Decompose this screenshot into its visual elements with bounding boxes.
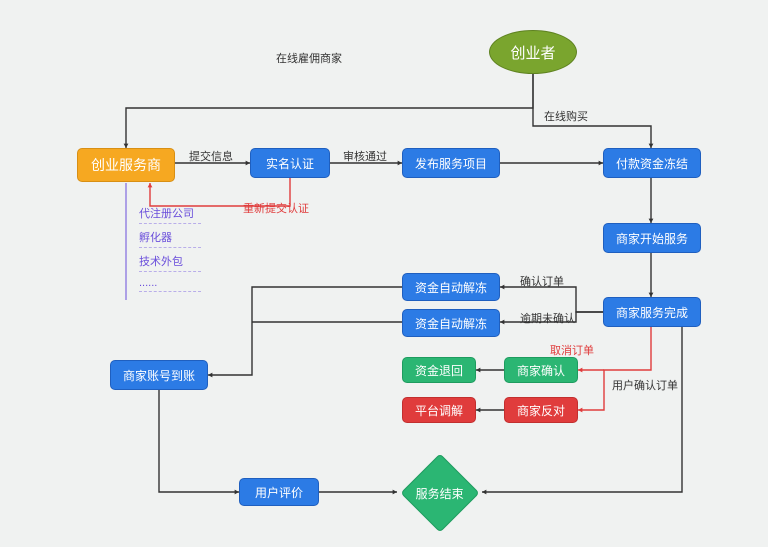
provider-list-item: 孵化器 bbox=[139, 229, 201, 248]
node-merchantCredit: 商家账号到账 bbox=[110, 360, 208, 390]
node-label: 服务结束 bbox=[416, 484, 464, 501]
edge-label-userConfirm: 用户确认订单 bbox=[612, 377, 678, 393]
provider-list-item: 代注册公司 bbox=[139, 205, 201, 224]
node-userReview: 用户评价 bbox=[239, 478, 319, 506]
node-autoUnfreeze2: 资金自动解冻 bbox=[402, 309, 500, 337]
node-merchantOppose: 商家反对 bbox=[504, 397, 578, 423]
node-mediate: 平台调解 bbox=[402, 397, 476, 423]
node-provider: 创业服务商 bbox=[77, 148, 175, 182]
edge-label-cancelOrder: 取消订单 bbox=[550, 342, 594, 358]
node-autoUnfreeze1: 资金自动解冻 bbox=[402, 273, 500, 301]
flowchart-stage: 创业者创业服务商 实名认证 发布服务项目 付款资金冻结商家开始服务商家服务完成 资金自动… bbox=[0, 0, 768, 547]
node-merchantConfirm: 商家确认 bbox=[504, 357, 578, 383]
node-publish: 发布服务项目 bbox=[402, 148, 500, 178]
node-freeze: 付款资金冻结 bbox=[603, 148, 701, 178]
edge-label-onlineBuy: 在线购买 bbox=[544, 108, 588, 124]
node-serviceEnd: 服务结束 bbox=[412, 465, 468, 521]
edge-label-auditPass: 审核通过 bbox=[343, 148, 387, 164]
provider-list-item: 技术外包 bbox=[139, 253, 201, 272]
node-realname: 实名认证 bbox=[250, 148, 330, 178]
node-entrepreneur: 创业者 bbox=[489, 30, 577, 74]
node-refund: 资金退回 bbox=[402, 357, 476, 383]
provider-list-item: ...... bbox=[139, 277, 201, 292]
node-startService: 商家开始服务 bbox=[603, 223, 701, 253]
node-serviceDone: 商家服务完成 bbox=[603, 297, 701, 327]
edge-label-overdue: 逾期未确认 bbox=[520, 310, 575, 326]
edges-layer bbox=[0, 0, 768, 547]
edge-label-confirmOrder: 确认订单 bbox=[520, 273, 564, 289]
edge-label-resubmit: 重新提交认证 bbox=[243, 200, 309, 216]
edge-label-onlineHire: 在线雇佣商家 bbox=[276, 50, 342, 66]
edge-label-submitInfo: 提交信息 bbox=[189, 148, 233, 164]
